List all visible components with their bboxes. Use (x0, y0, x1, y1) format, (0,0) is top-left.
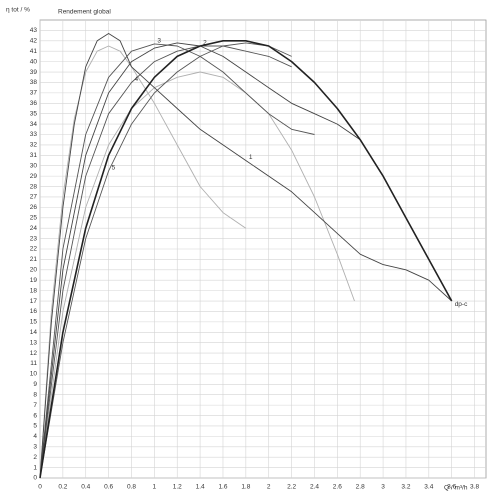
line (39, 45, 292, 479)
y-tick-label: 28 (30, 183, 38, 190)
y-tick-label: 23 (30, 235, 38, 242)
x-tick-label: 1.2 (173, 484, 182, 491)
y-tick-label: 26 (30, 204, 38, 211)
x-tick-label: 3.6 (447, 484, 456, 491)
x-tick-label: 2.8 (356, 484, 365, 491)
y-tick-label: 14 (30, 329, 38, 336)
x-tick-label: 3.4 (424, 484, 433, 491)
x-axis-label: Q / m³/h (444, 485, 468, 492)
x-tick-label: 0.2 (58, 484, 67, 491)
x-tick-label: 0 (38, 484, 42, 491)
x-tick-label: 1 (153, 484, 157, 491)
x-tick-label: 0.6 (104, 484, 113, 491)
line-label: 3 (157, 38, 161, 45)
y-tick-label: 12 (30, 350, 38, 357)
y-tick-label: 32 (30, 142, 38, 149)
y-tick-label: 35 (30, 110, 38, 117)
y-tick-label: 39 (30, 69, 38, 76)
x-tick-label: 3 (381, 484, 385, 491)
line-label: dp-c (455, 301, 468, 308)
line (39, 42, 292, 479)
y-tick-label: 18 (30, 287, 38, 294)
line (39, 40, 453, 479)
x-tick-label: 3.8 (470, 484, 479, 491)
line (39, 33, 453, 479)
x-tick-label: 1.6 (218, 484, 227, 491)
y-tick-label: 33 (30, 131, 38, 138)
line (39, 71, 355, 479)
line-label: 1 (249, 154, 253, 161)
chart-title: Rendement global (58, 9, 111, 16)
y-tick-label: 43 (30, 27, 38, 34)
y-tick-label: 21 (30, 256, 38, 263)
y-tick-label: 38 (30, 79, 38, 86)
line (39, 45, 247, 479)
y-tick-label: 42 (30, 38, 38, 45)
line-label: 2 (203, 40, 207, 47)
y-tick-label: 17 (30, 298, 38, 305)
y-tick-label: 37 (30, 90, 38, 97)
x-tick-label: 1.4 (196, 484, 205, 491)
y-tick-label: 11 (30, 360, 37, 367)
x-tick-label: 3.2 (401, 484, 410, 491)
line (39, 43, 315, 479)
y-tick-label: 30 (30, 162, 38, 169)
y-tick-label: 5 (33, 423, 37, 430)
y-tick-label: 36 (30, 100, 38, 107)
y-tick-label: 10 (30, 371, 38, 378)
y-tick-label: 27 (30, 194, 38, 201)
y-tick-label: 25 (30, 214, 38, 221)
y-tick-label: 19 (30, 277, 38, 284)
y-tick-label: 15 (30, 319, 38, 326)
y-tick-label: 31 (30, 152, 38, 159)
y-tick-label: 40 (30, 58, 38, 65)
y-tick-label: 34 (30, 121, 38, 128)
y-tick-label: 24 (30, 225, 38, 232)
y-tick-label: 0 (33, 475, 37, 482)
y-tick-label: 13 (30, 339, 38, 346)
y-tick-label: 4 (33, 433, 37, 440)
y-tick-label: 6 (33, 412, 37, 419)
x-tick-label: 2 (267, 484, 271, 491)
x-tick-label: 0.4 (81, 484, 90, 491)
y-tick-label: 3 (33, 443, 37, 450)
y-axis-label: η tot / % (6, 7, 30, 14)
x-tick-label: 2.2 (287, 484, 296, 491)
y-tick-label: 16 (30, 308, 38, 315)
y-tick-label: 7 (33, 402, 37, 409)
x-tick-label: 0.8 (127, 484, 136, 491)
x-tick-label: 1.8 (241, 484, 250, 491)
x-tick-label: 2.6 (333, 484, 342, 491)
x-tick-label: 2.4 (310, 484, 319, 491)
y-tick-label: 9 (33, 381, 37, 388)
y-tick-label: 1 (33, 464, 37, 471)
y-tick-label: 29 (30, 173, 38, 180)
y-tick-label: 8 (33, 391, 37, 398)
line-label: 4 (134, 76, 138, 83)
y-tick-label: 20 (30, 267, 38, 274)
y-tick-label: 22 (30, 246, 38, 253)
line-label: 5 (112, 165, 116, 172)
y-tick-label: 41 (30, 48, 38, 55)
y-tick-label: 2 (33, 454, 37, 461)
